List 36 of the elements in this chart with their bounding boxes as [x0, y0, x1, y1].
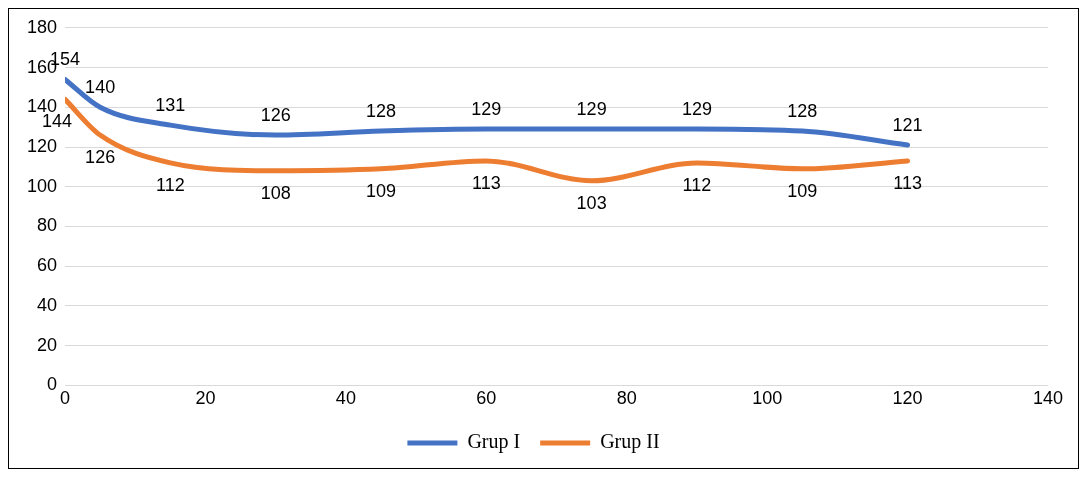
y-tick-label: 80 [37, 215, 58, 236]
y-tick-label: 0 [47, 374, 58, 395]
data-label: 140 [85, 77, 116, 98]
data-label: 103 [576, 192, 607, 213]
data-label: 126 [260, 105, 291, 126]
data-label: 129 [471, 99, 502, 120]
data-label: 109 [365, 180, 397, 201]
data-label: 113 [893, 172, 922, 193]
y-tick-label: 120 [26, 135, 58, 156]
legend-label: Grup II [600, 430, 660, 454]
x-tick-label: 80 [616, 388, 637, 409]
x-tick-label: 100 [752, 388, 783, 409]
y-tick-label: 60 [37, 255, 58, 276]
data-label: 128 [787, 101, 818, 122]
y-tick-label: 180 [26, 16, 58, 37]
y-tick-label: 40 [37, 294, 58, 315]
legend-label: Grup I [467, 430, 521, 454]
data-label: 109 [787, 180, 818, 201]
y-tick-label: 20 [37, 334, 58, 355]
data-label: 126 [85, 147, 116, 168]
data-label: 113 [471, 172, 501, 193]
data-label: 129 [576, 99, 607, 120]
data-label: 129 [681, 99, 712, 120]
x-tick-label: 40 [335, 388, 356, 409]
data-label: 112 [156, 174, 185, 195]
y-tick-label: 100 [26, 175, 58, 196]
x-tick-label: 20 [195, 388, 216, 409]
x-tick-label: 140 [1032, 388, 1064, 409]
x-tick-label: 120 [892, 388, 923, 409]
data-label: 128 [365, 101, 397, 122]
data-label: 108 [260, 182, 291, 203]
x-tick-label: 0 [60, 388, 71, 409]
data-label: 121 [892, 114, 923, 135]
x-tick-label: 60 [476, 388, 497, 409]
data-label: 131 [155, 95, 186, 116]
data-label: 112 [682, 174, 712, 195]
